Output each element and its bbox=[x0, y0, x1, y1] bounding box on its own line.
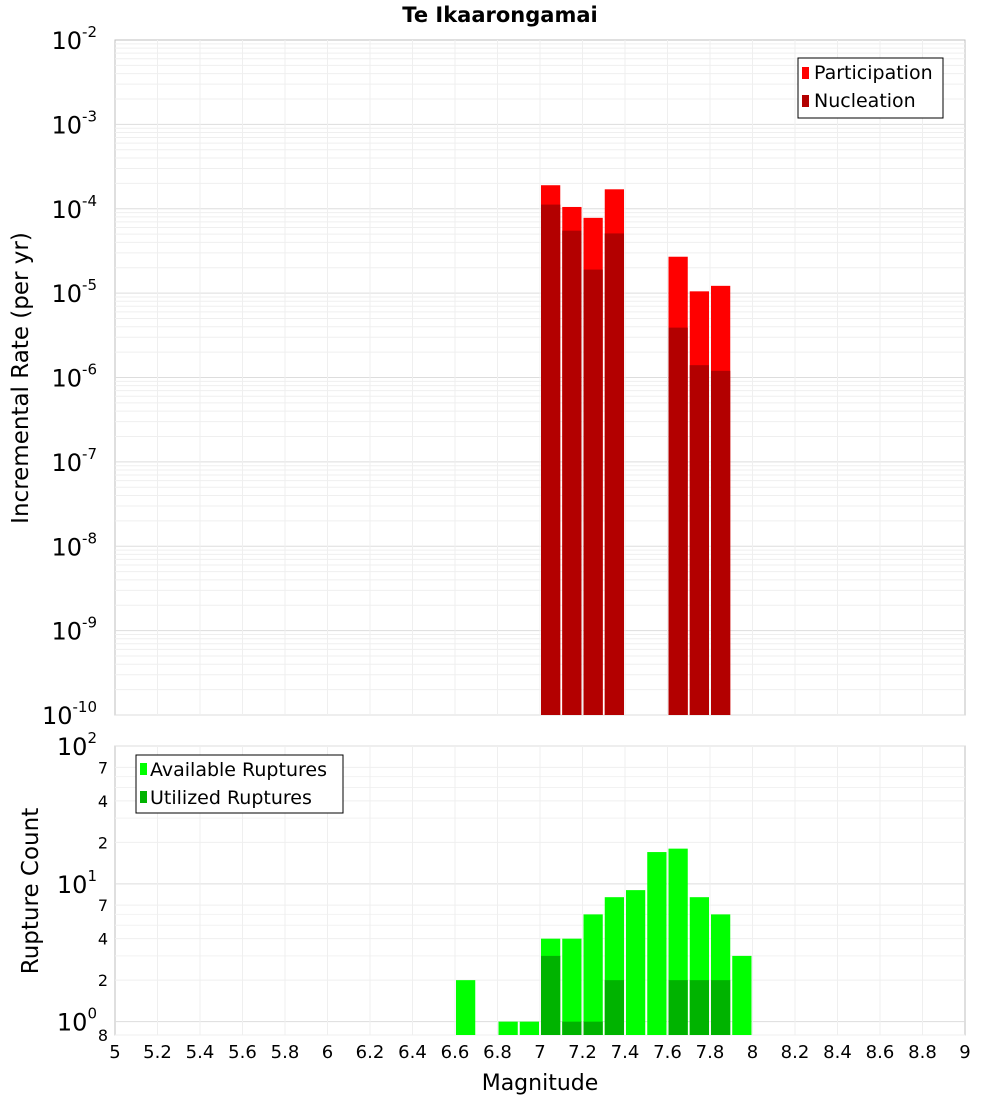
utilized-ruptures-bar bbox=[562, 1021, 582, 1035]
x-tick-label: 8.8 bbox=[908, 1042, 937, 1063]
available-ruptures-bar bbox=[583, 914, 603, 1035]
rate-y-tick-label: 10-3 bbox=[51, 107, 97, 139]
available-ruptures-bar bbox=[519, 1021, 539, 1035]
available-ruptures-legend-label: Available Ruptures bbox=[150, 759, 327, 781]
nucleation-legend-label: Nucleation bbox=[814, 90, 916, 112]
x-tick-label: 6.8 bbox=[483, 1042, 512, 1063]
rate-plot-y-axis-label: Incremental Rate (per yr) bbox=[8, 232, 34, 524]
x-tick-label: 7.4 bbox=[611, 1042, 640, 1063]
nucleation-bar bbox=[562, 230, 582, 715]
x-tick-label: 7 bbox=[534, 1042, 545, 1063]
count-y-tick-label: 101 bbox=[57, 867, 97, 899]
count-plot-legend-box bbox=[135, 754, 344, 814]
count-plot-y-axis-label: Rupture Count bbox=[18, 808, 44, 974]
count-y-tick-label: 2 bbox=[98, 971, 108, 990]
available-ruptures-bar bbox=[498, 1021, 518, 1035]
rate-plot-y-ticks: 10-2 10-3 10-4 10-5 10-6 10-7 10-8 10-9 10-10 bbox=[42, 23, 97, 730]
rate-y-tick-label: 10-4 bbox=[51, 192, 97, 224]
nucleation-bar bbox=[583, 269, 603, 715]
count-y-tick-label: 2 bbox=[98, 833, 108, 852]
x-tick-label: 6.4 bbox=[398, 1042, 427, 1063]
rate-y-tick-label: 10-2 bbox=[51, 23, 97, 55]
rate-y-tick-label: 10-6 bbox=[51, 361, 97, 393]
count-y-tick-label: 4 bbox=[98, 930, 108, 949]
count-y-tick-label: 102 bbox=[57, 729, 97, 761]
participation-legend-swatch bbox=[802, 67, 809, 79]
utilized-ruptures-legend-label: Utilized Ruptures bbox=[150, 787, 312, 809]
available-ruptures-bar bbox=[647, 852, 667, 1035]
x-tick-label: 5.4 bbox=[186, 1042, 215, 1063]
x-tick-label: 8 bbox=[747, 1042, 758, 1063]
participation-legend-label: Participation bbox=[814, 62, 933, 84]
available-ruptures-bar bbox=[562, 938, 582, 1035]
utilized-ruptures-bar bbox=[689, 980, 709, 1035]
rate-plot-legend: Participation Nucleation bbox=[797, 57, 944, 119]
nucleation-bar bbox=[604, 233, 624, 715]
rate-y-tick-label: 10-7 bbox=[51, 445, 97, 477]
count-plot-x-ticks: 5 5.2 5.4 5.6 5.8 6 6.2 6.4 6.6 6.8 7 7.2 7.4 7.6 7.8 8… bbox=[109, 1042, 970, 1063]
x-tick-label: 5.6 bbox=[228, 1042, 257, 1063]
x-tick-label: 7.6 bbox=[653, 1042, 682, 1063]
rate-plot-legend-box bbox=[797, 57, 944, 119]
x-tick-label: 6.2 bbox=[356, 1042, 385, 1063]
count-y-tick-label: 7 bbox=[98, 896, 108, 915]
available-ruptures-bar bbox=[626, 890, 646, 1035]
available-ruptures-legend-swatch bbox=[140, 763, 147, 775]
utilized-ruptures-bar bbox=[583, 1021, 603, 1035]
count-y-tick-label: 8 bbox=[98, 1026, 108, 1045]
count-y-tick-label: 4 bbox=[98, 792, 108, 811]
x-axis-label: Magnitude bbox=[482, 1071, 599, 1096]
nucleation-bar bbox=[711, 370, 731, 715]
x-tick-label: 5 bbox=[109, 1042, 120, 1063]
rate-plot: 10-2 10-3 10-4 10-5 10-6 10-7 10-8 10-9 10-10 In… bbox=[8, 23, 966, 730]
x-tick-label: 6 bbox=[322, 1042, 333, 1063]
x-tick-label: 6.6 bbox=[441, 1042, 470, 1063]
x-tick-label: 5.2 bbox=[143, 1042, 172, 1063]
rate-plot-grid bbox=[115, 40, 965, 716]
rate-y-tick-label: 10-10 bbox=[42, 698, 97, 730]
available-ruptures-bar bbox=[732, 955, 752, 1035]
count-y-tick-label: 100 bbox=[57, 1005, 97, 1037]
x-tick-label: 8.6 bbox=[866, 1042, 895, 1063]
count-plot-legend: Available Ruptures Utilized Ruptures bbox=[135, 754, 344, 814]
utilized-ruptures-bar bbox=[604, 980, 624, 1035]
utilized-ruptures-bar bbox=[668, 980, 688, 1035]
available-ruptures-bar bbox=[456, 980, 476, 1035]
utilized-ruptures-bar bbox=[541, 955, 561, 1035]
x-tick-label: 8.4 bbox=[823, 1042, 852, 1063]
count-plot-bars bbox=[456, 848, 752, 1035]
chart-title: Te Ikaarongamai bbox=[402, 3, 597, 27]
x-tick-label: 5.8 bbox=[271, 1042, 300, 1063]
rate-plot-bars bbox=[541, 185, 731, 715]
nucleation-legend-swatch bbox=[802, 95, 809, 107]
rate-y-tick-label: 10-9 bbox=[51, 614, 97, 646]
rate-y-tick-label: 10-8 bbox=[51, 529, 97, 561]
nucleation-bar bbox=[668, 327, 688, 715]
count-y-tick-label: 7 bbox=[98, 758, 108, 777]
utilized-ruptures-bar bbox=[711, 980, 731, 1035]
utilized-ruptures-legend-swatch bbox=[140, 791, 147, 803]
x-tick-label: 9 bbox=[959, 1042, 970, 1063]
x-tick-label: 7.2 bbox=[568, 1042, 597, 1063]
rate-y-tick-label: 10-5 bbox=[51, 276, 97, 308]
nucleation-bar bbox=[541, 204, 561, 715]
x-tick-label: 7.8 bbox=[696, 1042, 725, 1063]
nucleation-bar bbox=[689, 365, 709, 715]
x-tick-label: 8.2 bbox=[781, 1042, 810, 1063]
